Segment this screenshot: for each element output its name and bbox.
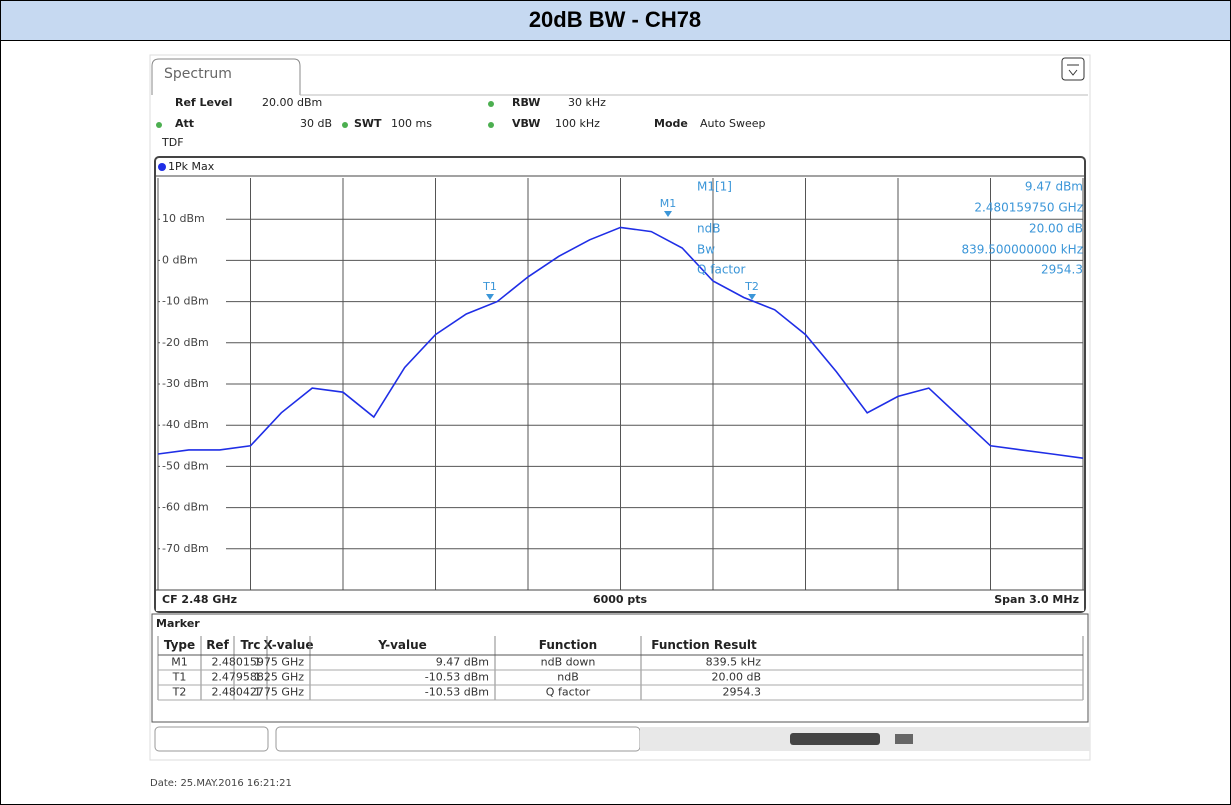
setting-label: VBW [512,117,540,130]
table-cell: 20.00 dB [711,671,761,684]
y-tick-label-bg [160,253,226,268]
softkey[interactable] [154,726,269,752]
table-cell: -10.53 dBm [425,671,489,684]
readout-label: M1[1] [697,180,732,194]
status-dot [488,101,494,107]
plot-marker-glyph [486,294,494,300]
setting-label: Mode [654,117,688,130]
setting-tdf: TDF [161,136,184,149]
marker-table-title: Marker [156,617,200,630]
plot-marker-label: T1 [482,280,497,293]
trace-indicator [158,163,166,171]
readout-value: 20.00 dB [1029,222,1083,236]
table-header: Ref [206,638,229,652]
date: Date: 25.MAY.2016 16:21:21 [150,778,292,789]
setting-value: 30 kHz [568,96,606,109]
plot-area: 10 dBm 0 dBm -10 dBm -20 dBm -30 dBm -40 dBm -… [157,178,1084,590]
table-cell: T1 [172,671,187,684]
status-icon [895,734,913,744]
table-cell: -10.53 dBm [425,686,489,699]
trace-label: 1Pk Max [168,160,215,173]
table-cell: M1 [171,656,188,669]
tab-label: Spectrum [164,66,232,82]
readout-value: 839.500000000 kHz [961,243,1083,257]
status-dot [488,122,494,128]
setting-value: 20.00 dBm [262,96,322,109]
y-tick-label: -30 dBm [162,377,209,390]
table-cell: 2.47958825 GHz [211,671,304,684]
y-tick-label: -20 dBm [162,336,209,349]
setting-value: 100 ms [391,117,432,130]
y-tick-label-bg [160,294,226,309]
header-title: 20dB BW - CH78 [529,7,701,32]
marker-table: Type Ref Trc X-value Y-value Function Function… [157,636,1084,701]
status-dot [342,122,348,128]
table-cell: T2 [172,686,187,699]
y-tick-label: -70 dBm [162,542,209,555]
table-cell: 1 [254,656,261,669]
table-cell: 1 [254,686,261,699]
y-tick-label: -10 dBm [162,295,209,308]
y-tick-label: -40 dBm [162,418,209,431]
table-cell: ndB [557,671,579,684]
table-cell: 2954.3 [723,686,762,699]
y-tick-label-bg [160,377,226,391]
y-tick-label: -60 dBm [162,501,209,514]
setting-label: SWT [354,117,382,130]
y-tick-label: 10 dBm [162,212,205,225]
y-tick-label: 0 dBm [162,253,198,266]
y-tick-label-bg [160,500,226,515]
table-header: X-value [264,638,314,652]
readout-label: Bw [697,243,715,257]
table-header: Function Result [651,638,757,652]
y-tick-label-bg [160,459,226,474]
status-dot [156,122,162,128]
marker-panel [151,613,1089,723]
header-band [1,1,1230,40]
setting-label: Ref Level [175,96,232,109]
table-cell: 1 [254,671,261,684]
softkey[interactable] [275,726,641,752]
table-cell: 2.48042775 GHz [211,686,304,699]
table-header: Y-value [377,638,427,652]
table-cell: 839.5 kHz [706,656,762,669]
setting-label: Att [175,117,194,130]
footer-points: 6000 pts [593,593,648,606]
y-tick-label-bg [160,418,226,433]
y-tick-label-bg [160,212,226,227]
y-tick-label-bg [160,335,226,350]
readout-value: 2.480159750 GHz [974,201,1083,215]
trace [157,226,1084,459]
table-cell: 9.47 dBm [436,656,489,669]
readout-value: 9.47 dBm [1025,180,1083,194]
tab[interactable] [151,58,301,95]
y-tick-label: -50 dBm [162,459,209,472]
table-cell: Q factor [546,686,591,699]
table-header: Function [539,638,597,652]
progress-indicator [790,733,880,745]
plot-marker-glyph [664,211,672,217]
readout-value: 2954.3 [1041,263,1083,277]
plot-marker-label: M1 [660,197,677,210]
table-cell: ndB down [541,656,596,669]
y-tick-label-bg [160,541,226,556]
setting-label: RBW [512,96,540,109]
readout-label: ndB [697,222,720,236]
footer-cf: CF 2.48 GHz [162,593,237,606]
setting-value: Auto Sweep [700,117,766,130]
setting-value: 30 dB [300,117,332,130]
menu-icon[interactable] [1061,57,1085,81]
setting-value: 100 kHz [555,117,600,130]
footer-span: Span 3.0 MHz [994,593,1079,606]
plot-footer [156,590,1084,611]
menu-icon-glyph [1067,64,1079,76]
readout-label: Q factor [697,263,745,277]
table-header: Type [164,638,195,652]
plot-marker-glyph [748,294,756,300]
table-header: Trc [241,638,261,652]
table-cell: 2.48015975 GHz [211,656,304,669]
plot-marker-label: T2 [744,280,759,293]
